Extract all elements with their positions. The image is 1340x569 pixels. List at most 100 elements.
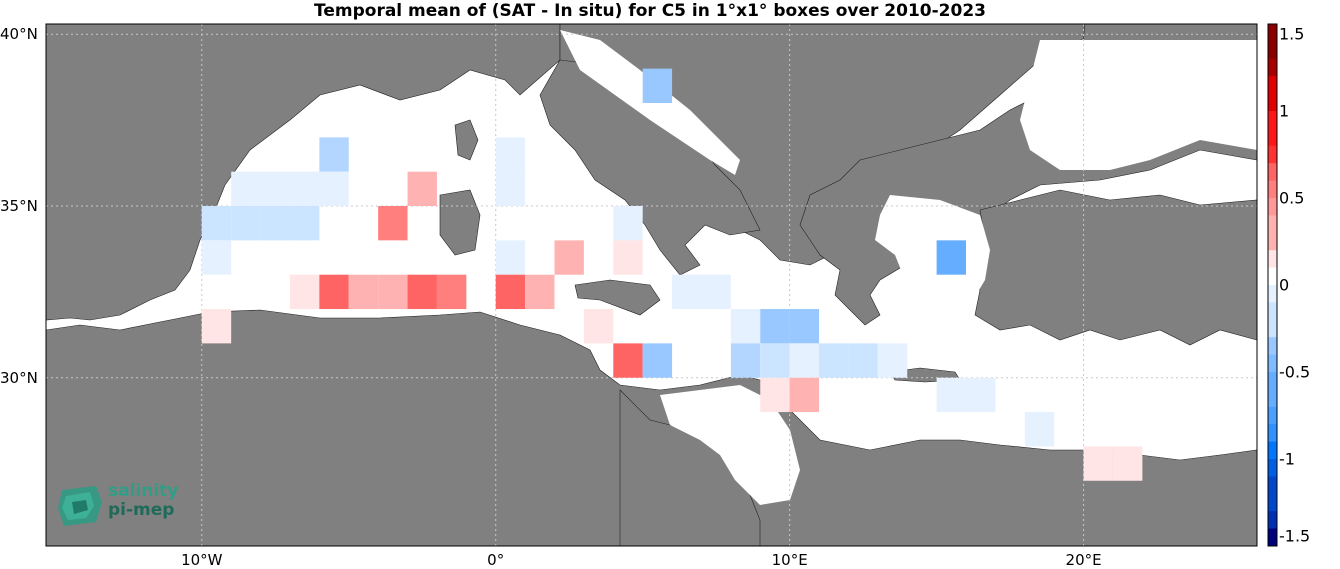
data-cell [525, 274, 555, 310]
colorbar-segment [1268, 337, 1277, 356]
data-cell [348, 274, 379, 310]
data-cell [260, 206, 290, 241]
data-cell [730, 343, 761, 378]
logo-line1: salinity [108, 481, 179, 501]
data-cell [231, 171, 261, 207]
data-cell [701, 274, 731, 310]
colorbar-segment [1268, 459, 1277, 477]
data-cells [201, 68, 1143, 481]
data-cell [289, 274, 320, 310]
data-cell [848, 343, 878, 378]
colorbar-segment [1268, 511, 1277, 530]
colorbar-segment [1268, 493, 1277, 512]
colorbar-segment [1268, 319, 1277, 338]
land-sicily [574, 279, 661, 316]
land-anatolia [969, 189, 1258, 346]
colorbar-segment [1268, 354, 1277, 373]
land-iberia [45, 23, 561, 321]
data-cell [613, 343, 643, 378]
data-cell [231, 206, 261, 241]
colorbar-segment [1268, 163, 1277, 182]
colorbar-tick: 1.5 [1279, 24, 1305, 44]
colorbar-segment [1268, 111, 1277, 129]
data-cell [1024, 412, 1055, 447]
colorbar-segment [1268, 93, 1277, 112]
lon-label-10w: 10°W [181, 551, 223, 569]
colorbar-segment [1268, 372, 1277, 390]
colorbar [1268, 24, 1277, 547]
data-cell [642, 343, 673, 378]
colorbar-segment [1268, 250, 1277, 269]
data-cell [495, 137, 526, 172]
sea-gulf-of-sidra [660, 385, 800, 505]
colorbar-tick: 0.5 [1279, 188, 1305, 208]
data-cell [554, 240, 584, 275]
lon-label-20e: 20°E [1065, 551, 1102, 569]
sea-black-sea [1020, 40, 1257, 170]
colorbar-segment [1268, 128, 1277, 147]
data-cell [730, 309, 761, 344]
logo-mark-icon [58, 486, 102, 526]
lat-label-30n: 30°N [0, 368, 38, 387]
data-cell [966, 377, 996, 413]
colorbar-frame [1267, 23, 1278, 547]
data-cell [289, 206, 320, 241]
colorbar-segment [1268, 58, 1277, 77]
colorbar-tick: -1.5 [1279, 526, 1311, 546]
colorbar-segment [1268, 406, 1277, 425]
land-sardinia [439, 189, 481, 256]
colorbar-segment [1268, 198, 1277, 216]
data-cell [613, 206, 643, 241]
data-cell [936, 240, 967, 275]
data-cell [877, 343, 908, 378]
logo-line2: pi-mep [108, 500, 175, 520]
data-cell [936, 377, 967, 413]
data-cell [260, 171, 290, 207]
colorbar-segment [1268, 528, 1277, 547]
data-cell [319, 137, 349, 172]
data-cell [201, 206, 232, 241]
sea-shapes [560, 30, 1257, 505]
colorbar-tick: 0 [1279, 275, 1290, 295]
data-cell [319, 274, 349, 310]
lat-label-40n: 40°N [0, 25, 38, 44]
data-cell [407, 171, 437, 207]
lon-label-0: 0° [487, 551, 505, 569]
data-cell [672, 274, 702, 310]
data-cell [789, 377, 820, 413]
lon-label-10e: 10°E [771, 551, 808, 569]
colorbar-tick: 1 [1279, 101, 1290, 121]
data-cell [495, 171, 526, 207]
data-cell [760, 377, 790, 413]
data-cell [1112, 446, 1143, 481]
data-cell [319, 171, 349, 207]
land-masses [45, 23, 1258, 547]
colorbar-segment [1268, 41, 1277, 60]
colorbar-tick: -0.5 [1279, 362, 1311, 382]
colorbar-segment [1268, 424, 1277, 443]
land-corsica [454, 119, 479, 161]
colorbar-segment [1268, 232, 1277, 251]
colorbar-segment [1268, 24, 1277, 42]
colorbar-segment [1268, 285, 1277, 303]
data-cell [289, 171, 320, 207]
colorbar-segment [1268, 441, 1277, 460]
colorbar-segment [1268, 389, 1277, 408]
data-cell [642, 68, 673, 103]
data-cell [760, 309, 790, 344]
sea-aegean [875, 195, 990, 340]
colorbar-segment [1268, 76, 1277, 95]
data-cell [378, 274, 408, 310]
data-cell [583, 309, 614, 344]
salinity-pi-mep-logo: salinity pi-mep [56, 478, 196, 528]
data-cell [819, 343, 849, 378]
data-cell [378, 206, 408, 241]
data-cell [495, 240, 526, 275]
data-cell [1083, 446, 1113, 481]
colorbar-segment [1268, 302, 1277, 321]
map-title: Temporal mean of (SAT - In situ) for C5 … [314, 1, 986, 21]
map-frame [45, 23, 1258, 547]
data-cell [201, 309, 232, 344]
data-cell [407, 274, 437, 310]
